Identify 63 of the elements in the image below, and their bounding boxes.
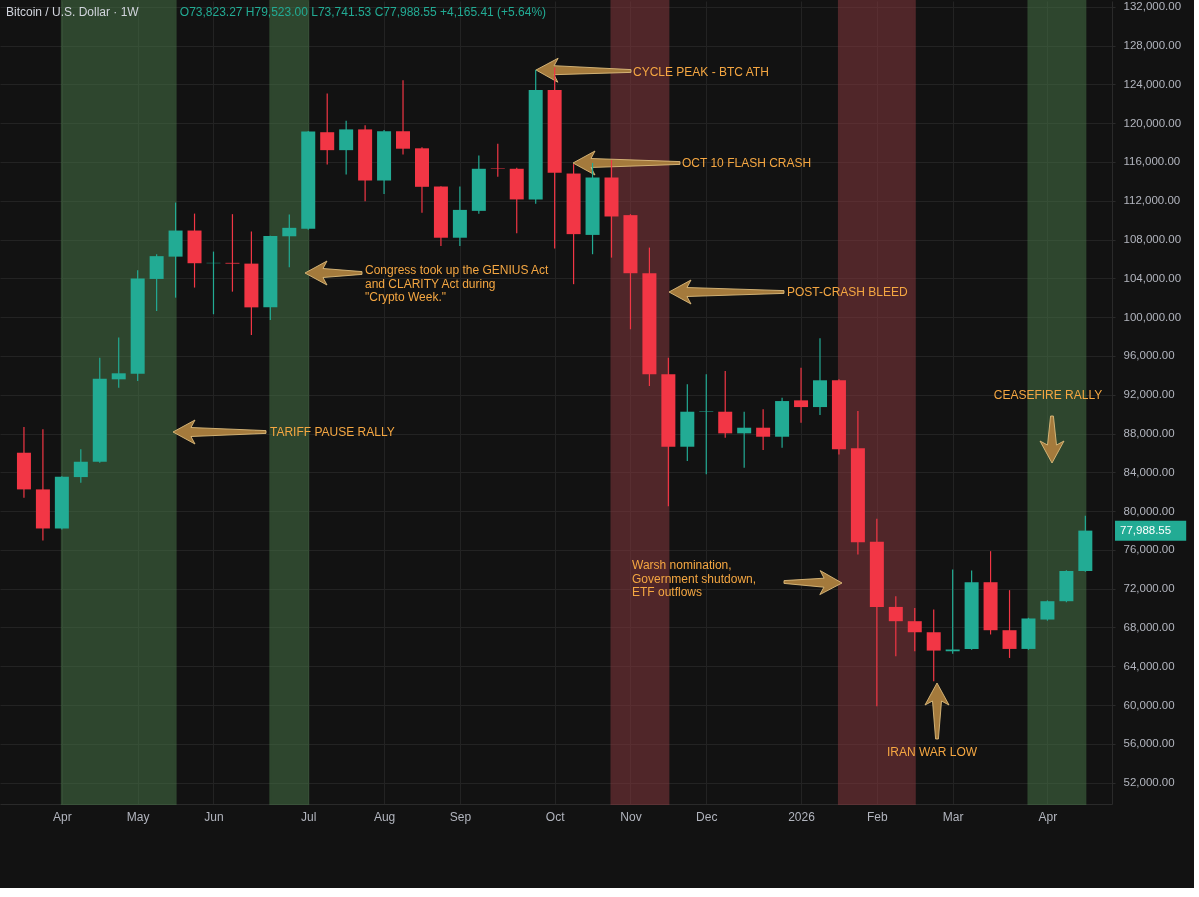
x-tick-label: Apr [53,809,72,824]
x-tick-label: Mar [942,809,964,824]
candlestick [225,213,240,293]
annotation: TARIFF PAUSE RALLY [270,425,395,439]
annotation: Congress took up the GENIUS Act and CLARITY Act during "Crypto Week." [365,263,550,304]
candlestick [490,143,505,178]
x-tick-label: Dec [696,809,718,824]
candlestick [149,253,164,312]
y-tick-label: 132,000.00 [1123,0,1182,13]
y-tick-label: 112,000.00 [1123,194,1181,207]
y-tick-label: 80,000.00 [1123,504,1175,517]
y-tick-label: 76,000.00 [1123,543,1175,556]
x-tick-label: Nov [620,809,642,824]
annotation: Warsh nomination, Government shutdown, ETF outflows [632,558,757,599]
candlestick [1040,599,1055,622]
candlestick [1002,589,1017,659]
candlestick [320,93,335,166]
x-tick-label: May [126,809,150,824]
y-tick-label: 64,000.00 [1123,659,1175,672]
annotation: OCT 10 FLASH CRASH [682,156,812,170]
candlestick [907,607,922,652]
candlestick [699,373,714,475]
annotation: CEASEFIRE RALLY [993,388,1103,402]
y-tick-label: 108,000.00 [1123,233,1182,246]
y-tick-label: 116,000.00 [1123,155,1181,168]
y-tick-label: 60,000.00 [1123,698,1175,711]
y-tick-label: 72,000.00 [1123,582,1175,595]
chart-title: Bitcoin / U.S. Dollar · 1W [6,5,140,19]
candlestick [926,608,941,682]
y-tick-label: 92,000.00 [1123,388,1175,401]
y-tick-label: 100,000.00 [1123,310,1182,323]
x-tick-label: Oct [545,809,566,824]
x-tick-label: Jun [204,809,224,824]
candlestick [73,448,88,484]
candlestick [111,337,126,389]
x-tick-label: Sep [449,809,472,824]
annotation: POST-CRASH BLEED [787,285,909,299]
x-tick-label: Jul [301,809,317,824]
y-tick-label: 56,000.00 [1123,737,1175,750]
y-tick-label: 88,000.00 [1123,427,1175,440]
candlestick [794,367,809,424]
candlestick [339,120,354,175]
candlestick [718,370,733,439]
annotation: CYCLE PEAK - BTC ATH [633,65,769,79]
y-tick-label: 104,000.00 [1123,271,1182,284]
x-tick-label: Feb [867,809,889,824]
candlestick [282,213,297,268]
x-tick-label: Apr [1038,809,1058,824]
x-tick-label: Aug [373,809,396,824]
candlestick [756,408,771,451]
y-tick-label: 68,000.00 [1123,621,1175,633]
candlestick [888,595,903,657]
y-tick-label: 84,000.00 [1123,465,1175,478]
annotation: IRAN WAR LOW [886,745,978,759]
y-tick-label: 120,000.00 [1123,116,1182,129]
y-tick-label: 96,000.00 [1123,349,1175,362]
text: 77,988.55 [1120,523,1172,536]
candlestick [396,79,411,156]
y-tick-label: 52,000.00 [1123,776,1175,789]
y-tick-label: 128,000.00 [1123,39,1182,52]
x-tick-label: 2026 [788,809,816,824]
y-tick-label: 124,000.00 [1123,77,1182,90]
chart-subtitle: O73,823.27 H79,523.00 L73,741.53 C77,988.55 +4,165.41 (+5.64%) [179,5,547,19]
